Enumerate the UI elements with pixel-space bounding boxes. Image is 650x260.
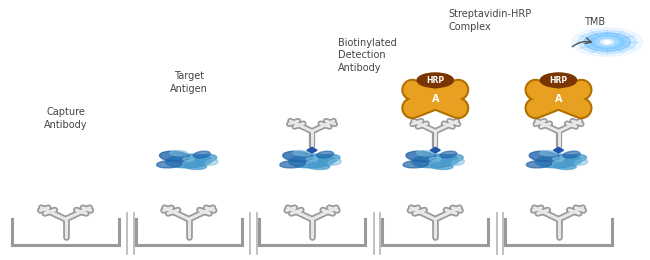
Circle shape — [571, 28, 643, 56]
Text: TMB: TMB — [584, 17, 606, 27]
Ellipse shape — [283, 151, 313, 161]
Ellipse shape — [430, 163, 453, 170]
Circle shape — [417, 73, 454, 87]
Polygon shape — [554, 147, 564, 153]
Ellipse shape — [563, 151, 580, 158]
Ellipse shape — [193, 154, 216, 162]
Ellipse shape — [430, 157, 441, 161]
Circle shape — [540, 73, 577, 87]
Ellipse shape — [166, 154, 212, 168]
Ellipse shape — [293, 151, 311, 156]
Ellipse shape — [328, 159, 341, 165]
Ellipse shape — [193, 151, 211, 158]
Ellipse shape — [280, 160, 306, 168]
Ellipse shape — [306, 157, 318, 161]
Ellipse shape — [289, 154, 335, 168]
Text: Capture
Antibody: Capture Antibody — [44, 107, 87, 130]
Circle shape — [595, 37, 619, 47]
Text: HRP: HRP — [426, 76, 445, 85]
Circle shape — [604, 41, 610, 43]
Ellipse shape — [440, 154, 463, 162]
Ellipse shape — [452, 159, 465, 165]
Circle shape — [590, 35, 625, 49]
Circle shape — [601, 40, 614, 45]
Ellipse shape — [403, 160, 428, 168]
Ellipse shape — [552, 157, 564, 161]
Ellipse shape — [184, 163, 207, 170]
Ellipse shape — [417, 151, 434, 156]
Ellipse shape — [170, 151, 188, 156]
Ellipse shape — [159, 151, 190, 161]
Ellipse shape — [317, 154, 340, 162]
Ellipse shape — [554, 163, 577, 170]
Polygon shape — [307, 147, 317, 153]
Ellipse shape — [536, 154, 582, 168]
Ellipse shape — [575, 159, 588, 165]
Ellipse shape — [307, 163, 330, 170]
Circle shape — [584, 33, 630, 51]
Ellipse shape — [439, 151, 457, 158]
Text: Streptavidin-HRP
Complex: Streptavidin-HRP Complex — [448, 9, 532, 32]
Ellipse shape — [412, 154, 458, 168]
Ellipse shape — [183, 157, 194, 161]
Ellipse shape — [540, 151, 558, 156]
Text: A: A — [554, 94, 562, 104]
Ellipse shape — [526, 160, 552, 168]
Circle shape — [578, 30, 636, 54]
Text: Target
Antigen: Target Antigen — [170, 71, 208, 94]
Ellipse shape — [205, 159, 218, 165]
Polygon shape — [430, 147, 440, 153]
Ellipse shape — [157, 160, 182, 168]
Ellipse shape — [529, 151, 559, 161]
Text: Biotinylated
Detection
Antibody: Biotinylated Detection Antibody — [338, 37, 396, 73]
Ellipse shape — [563, 154, 586, 162]
Text: HRP: HRP — [549, 76, 567, 85]
Text: A: A — [432, 94, 439, 104]
Ellipse shape — [406, 151, 436, 161]
Ellipse shape — [317, 151, 333, 158]
